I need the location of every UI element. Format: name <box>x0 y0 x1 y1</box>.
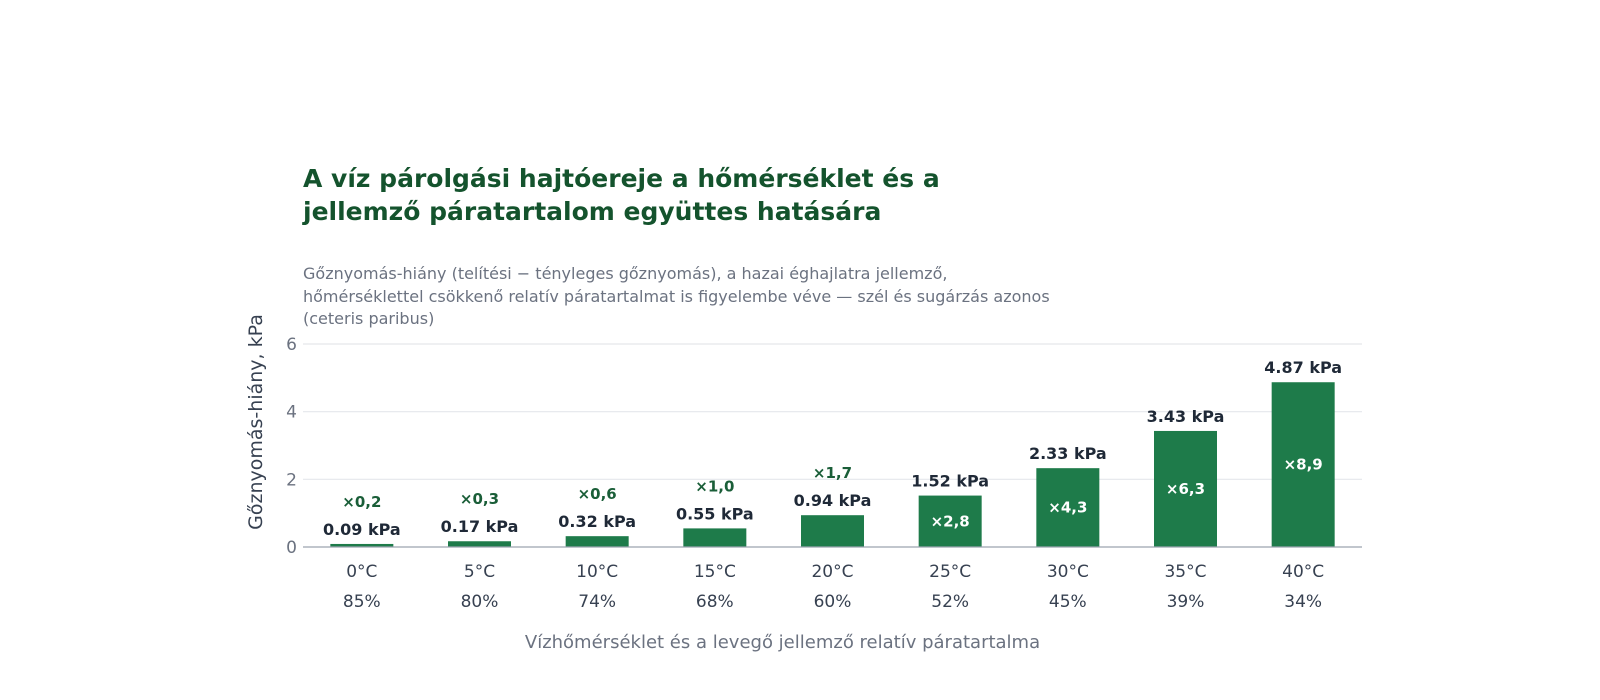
x-tick-label-temperature: 40°C <box>1282 562 1324 582</box>
x-axis-title: Vízhőmérséklet és a levegő jellemző rela… <box>525 632 1040 653</box>
x-tick-label-temperature: 5°C <box>464 562 495 582</box>
value-label: 0.17 kPa <box>441 517 519 536</box>
x-tick-label-humidity: 52% <box>931 592 969 612</box>
x-tick-label-temperature: 30°C <box>1047 562 1089 582</box>
x-tick-label-humidity: 45% <box>1049 592 1087 612</box>
ratio-label: ×1,7 <box>813 464 852 482</box>
bar <box>1271 382 1335 547</box>
ratio-label: ×8,9 <box>1284 456 1323 474</box>
ratio-label: ×0,3 <box>460 490 499 508</box>
bar <box>330 543 394 547</box>
x-tick-label-humidity: 74% <box>578 592 616 612</box>
value-label: 0.09 kPa <box>323 520 401 539</box>
ratio-label: ×2,8 <box>931 512 970 530</box>
ratio-label: ×0,2 <box>342 493 381 511</box>
x-tick-label-temperature: 10°C <box>576 562 618 582</box>
value-label: 4.87 kPa <box>1264 358 1342 377</box>
x-axis-categories: 0°C 85% 5°C 80% 10°C 74% 15°C 68% 20°C 60% 25°C 52%… <box>343 562 1324 612</box>
x-tick-label-humidity: 80% <box>461 592 499 612</box>
bars: 0.09 kPa ×0,2 0.17 kPa ×0,3 0.32 kPa ×0,6 0.55… <box>323 358 1342 547</box>
value-label: 0.32 kPa <box>558 512 636 531</box>
y-axis-title: Gőznyomás-hiány, kPa <box>245 314 267 530</box>
value-label: 1.52 kPa <box>911 472 989 491</box>
x-tick-label-humidity: 34% <box>1284 592 1322 612</box>
bar <box>918 495 982 547</box>
value-label: 3.43 kPa <box>1147 407 1225 426</box>
bar <box>1154 430 1217 547</box>
ratio-label: ×1,0 <box>695 477 734 495</box>
x-tick-label-humidity: 39% <box>1167 592 1205 612</box>
value-label: 2.33 kPa <box>1029 444 1107 463</box>
chart-subtitle: Gőznyomás-hiány (telítési − tényleges gő… <box>303 264 1050 328</box>
value-label: 0.55 kPa <box>676 504 754 523</box>
ratio-label: ×6,3 <box>1166 480 1205 498</box>
x-tick-label-humidity: 60% <box>814 592 852 612</box>
x-tick-label-temperature: 25°C <box>929 562 971 582</box>
bar <box>1036 468 1100 547</box>
x-tick-label-humidity: 68% <box>696 592 734 612</box>
chart-title: A víz párolgási hajtóereje a hőmérséklet… <box>303 164 940 226</box>
ratio-label: ×4,3 <box>1048 499 1087 517</box>
x-tick-label-humidity: 85% <box>343 592 381 612</box>
y-tick-label: 6 <box>286 335 297 355</box>
bar <box>801 515 864 547</box>
bar <box>565 536 629 547</box>
x-tick-label-temperature: 35°C <box>1164 562 1206 582</box>
bar <box>683 528 747 547</box>
x-tick-label-temperature: 20°C <box>811 562 853 582</box>
y-tick-label: 4 <box>286 403 297 423</box>
y-tick-label: 0 <box>286 538 297 558</box>
x-tick-label-temperature: 15°C <box>694 562 736 582</box>
bar <box>448 541 511 547</box>
value-label: 0.94 kPa <box>794 491 872 510</box>
y-axis-ticks: 0 2 4 6 <box>286 335 297 558</box>
x-tick-label-temperature: 0°C <box>346 562 377 582</box>
ratio-label: ×0,6 <box>578 485 617 503</box>
y-tick-label: 2 <box>286 470 297 490</box>
